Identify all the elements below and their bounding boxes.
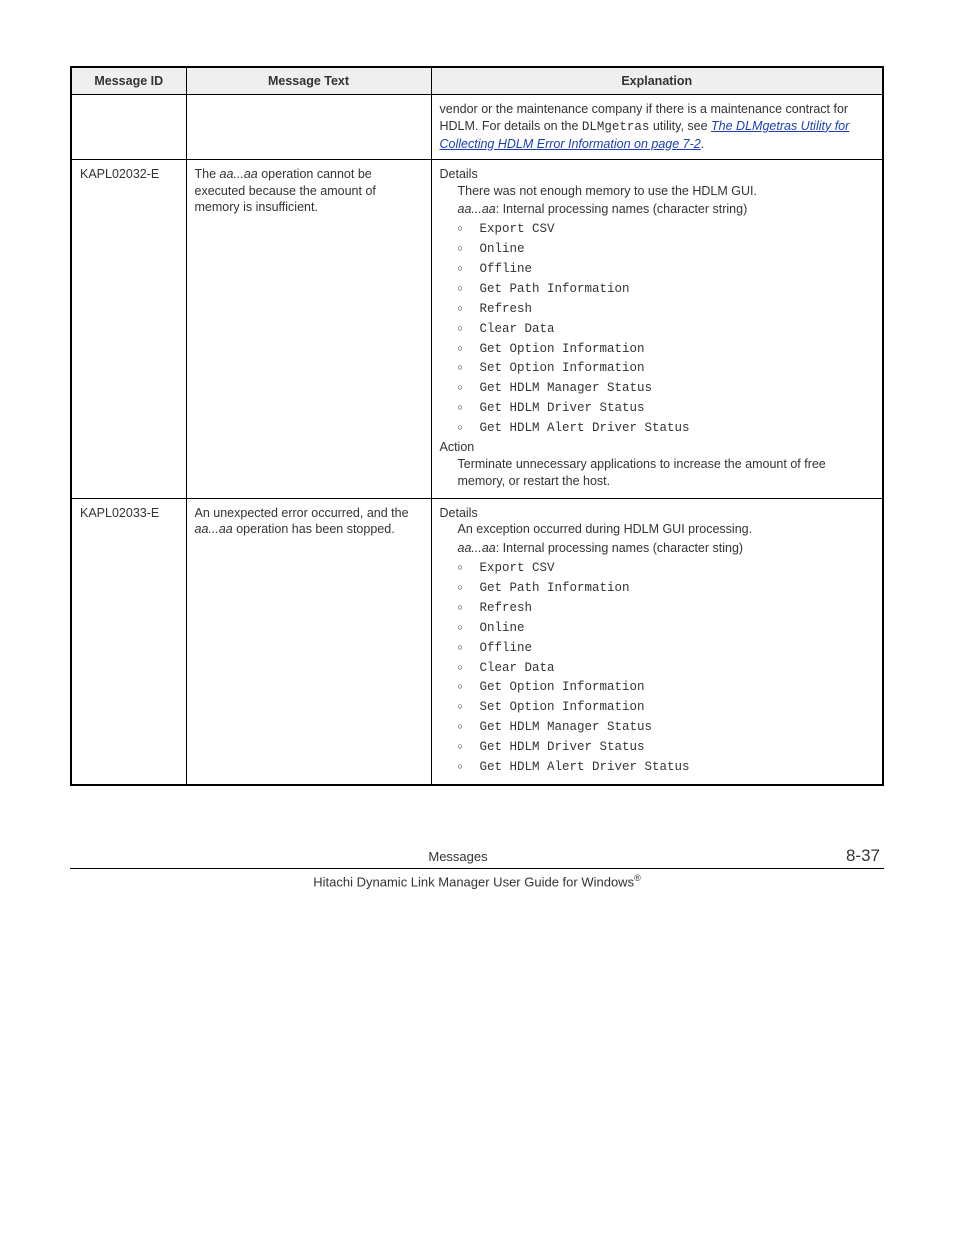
footer-top-row: Messages 8-37 xyxy=(70,846,884,869)
list-item: Clear Data xyxy=(458,320,875,338)
details-text: There was not enough memory to use the H… xyxy=(440,183,875,200)
details-post: : Internal processing names (character s… xyxy=(496,541,743,555)
footer-bottom-text: Hitachi Dynamic Link Manager User Guide … xyxy=(70,873,884,889)
list-item-text: Get Option Information xyxy=(480,342,645,356)
details-text: An exception occurred during HDLM GUI pr… xyxy=(440,521,875,538)
action-label: Action xyxy=(440,439,875,456)
msgtext-pre: The xyxy=(195,167,220,181)
list-item: Set Option Information xyxy=(458,698,875,716)
list-item: Export CSV xyxy=(458,559,875,577)
footer-page-number: 8-37 xyxy=(846,846,884,866)
list-item: Refresh xyxy=(458,300,875,318)
list-item: Get HDLM Alert Driver Status xyxy=(458,758,875,776)
page-footer: Messages 8-37 Hitachi Dynamic Link Manag… xyxy=(70,846,884,889)
list-item: Refresh xyxy=(458,599,875,617)
list-item-text: Offline xyxy=(480,641,533,655)
list-item-text: Refresh xyxy=(480,601,533,615)
cell-explanation: Details There was not enough memory to u… xyxy=(431,159,883,498)
msgtext-post: operation has been stopped. xyxy=(233,522,395,536)
msgtext-italic: aa...aa xyxy=(220,167,258,181)
list-item: Get HDLM Driver Status xyxy=(458,399,875,417)
list-item: Get Option Information xyxy=(458,678,875,696)
list-item-text: Get Option Information xyxy=(480,680,645,694)
cell-message-text: The aa...aa operation cannot be executed… xyxy=(186,159,431,498)
details-label: Details xyxy=(440,505,875,522)
cell-message-id xyxy=(71,95,186,160)
list-item-text: Offline xyxy=(480,262,533,276)
list-item: Get HDLM Driver Status xyxy=(458,738,875,756)
footer-center-text: Messages xyxy=(70,849,846,864)
list-item-text: Get HDLM Driver Status xyxy=(480,401,645,415)
list-item: Get HDLM Manager Status xyxy=(458,379,875,397)
cell-explanation: Details An exception occurred during HDL… xyxy=(431,498,883,785)
header-explanation: Explanation xyxy=(431,67,883,95)
list-item-text: Clear Data xyxy=(480,322,555,336)
footer-guide-title: Hitachi Dynamic Link Manager User Guide … xyxy=(313,874,634,889)
list-item: Clear Data xyxy=(458,659,875,677)
table-row: KAPL02032-E The aa...aa operation cannot… xyxy=(71,159,883,498)
details-text2: aa...aa: Internal processing names (char… xyxy=(440,201,875,218)
list-item: Get HDLM Manager Status xyxy=(458,718,875,736)
header-message-id: Message ID xyxy=(71,67,186,95)
details-list: Export CSV Get Path Information Refresh … xyxy=(440,559,875,776)
list-item: Get Option Information xyxy=(458,340,875,358)
list-item: Get Path Information xyxy=(458,579,875,597)
table-row: vendor or the maintenance company if the… xyxy=(71,95,883,160)
list-item: Offline xyxy=(458,639,875,657)
list-item: Offline xyxy=(458,260,875,278)
details-list: Export CSV Online Offline Get Path Infor… xyxy=(440,220,875,437)
list-item-text: Get HDLM Manager Status xyxy=(480,381,653,395)
list-item-text: Export CSV xyxy=(480,561,555,575)
cell-message-id: KAPL02032-E xyxy=(71,159,186,498)
list-item-text: Get HDLM Driver Status xyxy=(480,740,645,754)
details-post: : Internal processing names (character s… xyxy=(496,202,748,216)
list-item-text: Get Path Information xyxy=(480,581,630,595)
msgtext-italic: aa...aa xyxy=(195,522,233,536)
explanation-prelude-post: . xyxy=(701,137,704,151)
explanation-prelude-mid: utility, see xyxy=(649,119,711,133)
action-text: Terminate unnecessary applications to in… xyxy=(440,456,875,490)
list-item: Get Path Information xyxy=(458,280,875,298)
cell-explanation: vendor or the maintenance company if the… xyxy=(431,95,883,160)
list-item: Export CSV xyxy=(458,220,875,238)
list-item: Online xyxy=(458,619,875,637)
msgtext-pre: An unexpected error occurred, and the xyxy=(195,506,409,520)
list-item-text: Get HDLM Alert Driver Status xyxy=(480,760,690,774)
list-item-text: Get HDLM Alert Driver Status xyxy=(480,421,690,435)
cell-message-id: KAPL02033-E xyxy=(71,498,186,785)
list-item: Online xyxy=(458,240,875,258)
list-item-text: Online xyxy=(480,621,525,635)
details-italic: aa...aa xyxy=(458,202,496,216)
explanation-prelude-mono: DLMgetras xyxy=(582,120,650,134)
table-row: KAPL02033-E An unexpected error occurred… xyxy=(71,498,883,785)
cell-message-text: An unexpected error occurred, and the aa… xyxy=(186,498,431,785)
list-item-text: Online xyxy=(480,242,525,256)
details-italic: aa...aa xyxy=(458,541,496,555)
list-item: Set Option Information xyxy=(458,359,875,377)
list-item-text: Export CSV xyxy=(480,222,555,236)
list-item-text: Set Option Information xyxy=(480,700,645,714)
header-message-text: Message Text xyxy=(186,67,431,95)
footer-registered-mark: ® xyxy=(634,873,641,883)
messages-table: Message ID Message Text Explanation vend… xyxy=(70,66,884,786)
list-item-text: Get HDLM Manager Status xyxy=(480,720,653,734)
list-item-text: Refresh xyxy=(480,302,533,316)
list-item-text: Clear Data xyxy=(480,661,555,675)
details-text2: aa...aa: Internal processing names (char… xyxy=(440,540,875,557)
list-item-text: Get Path Information xyxy=(480,282,630,296)
details-label: Details xyxy=(440,166,875,183)
cell-message-text xyxy=(186,95,431,160)
list-item-text: Set Option Information xyxy=(480,361,645,375)
list-item: Get HDLM Alert Driver Status xyxy=(458,419,875,437)
